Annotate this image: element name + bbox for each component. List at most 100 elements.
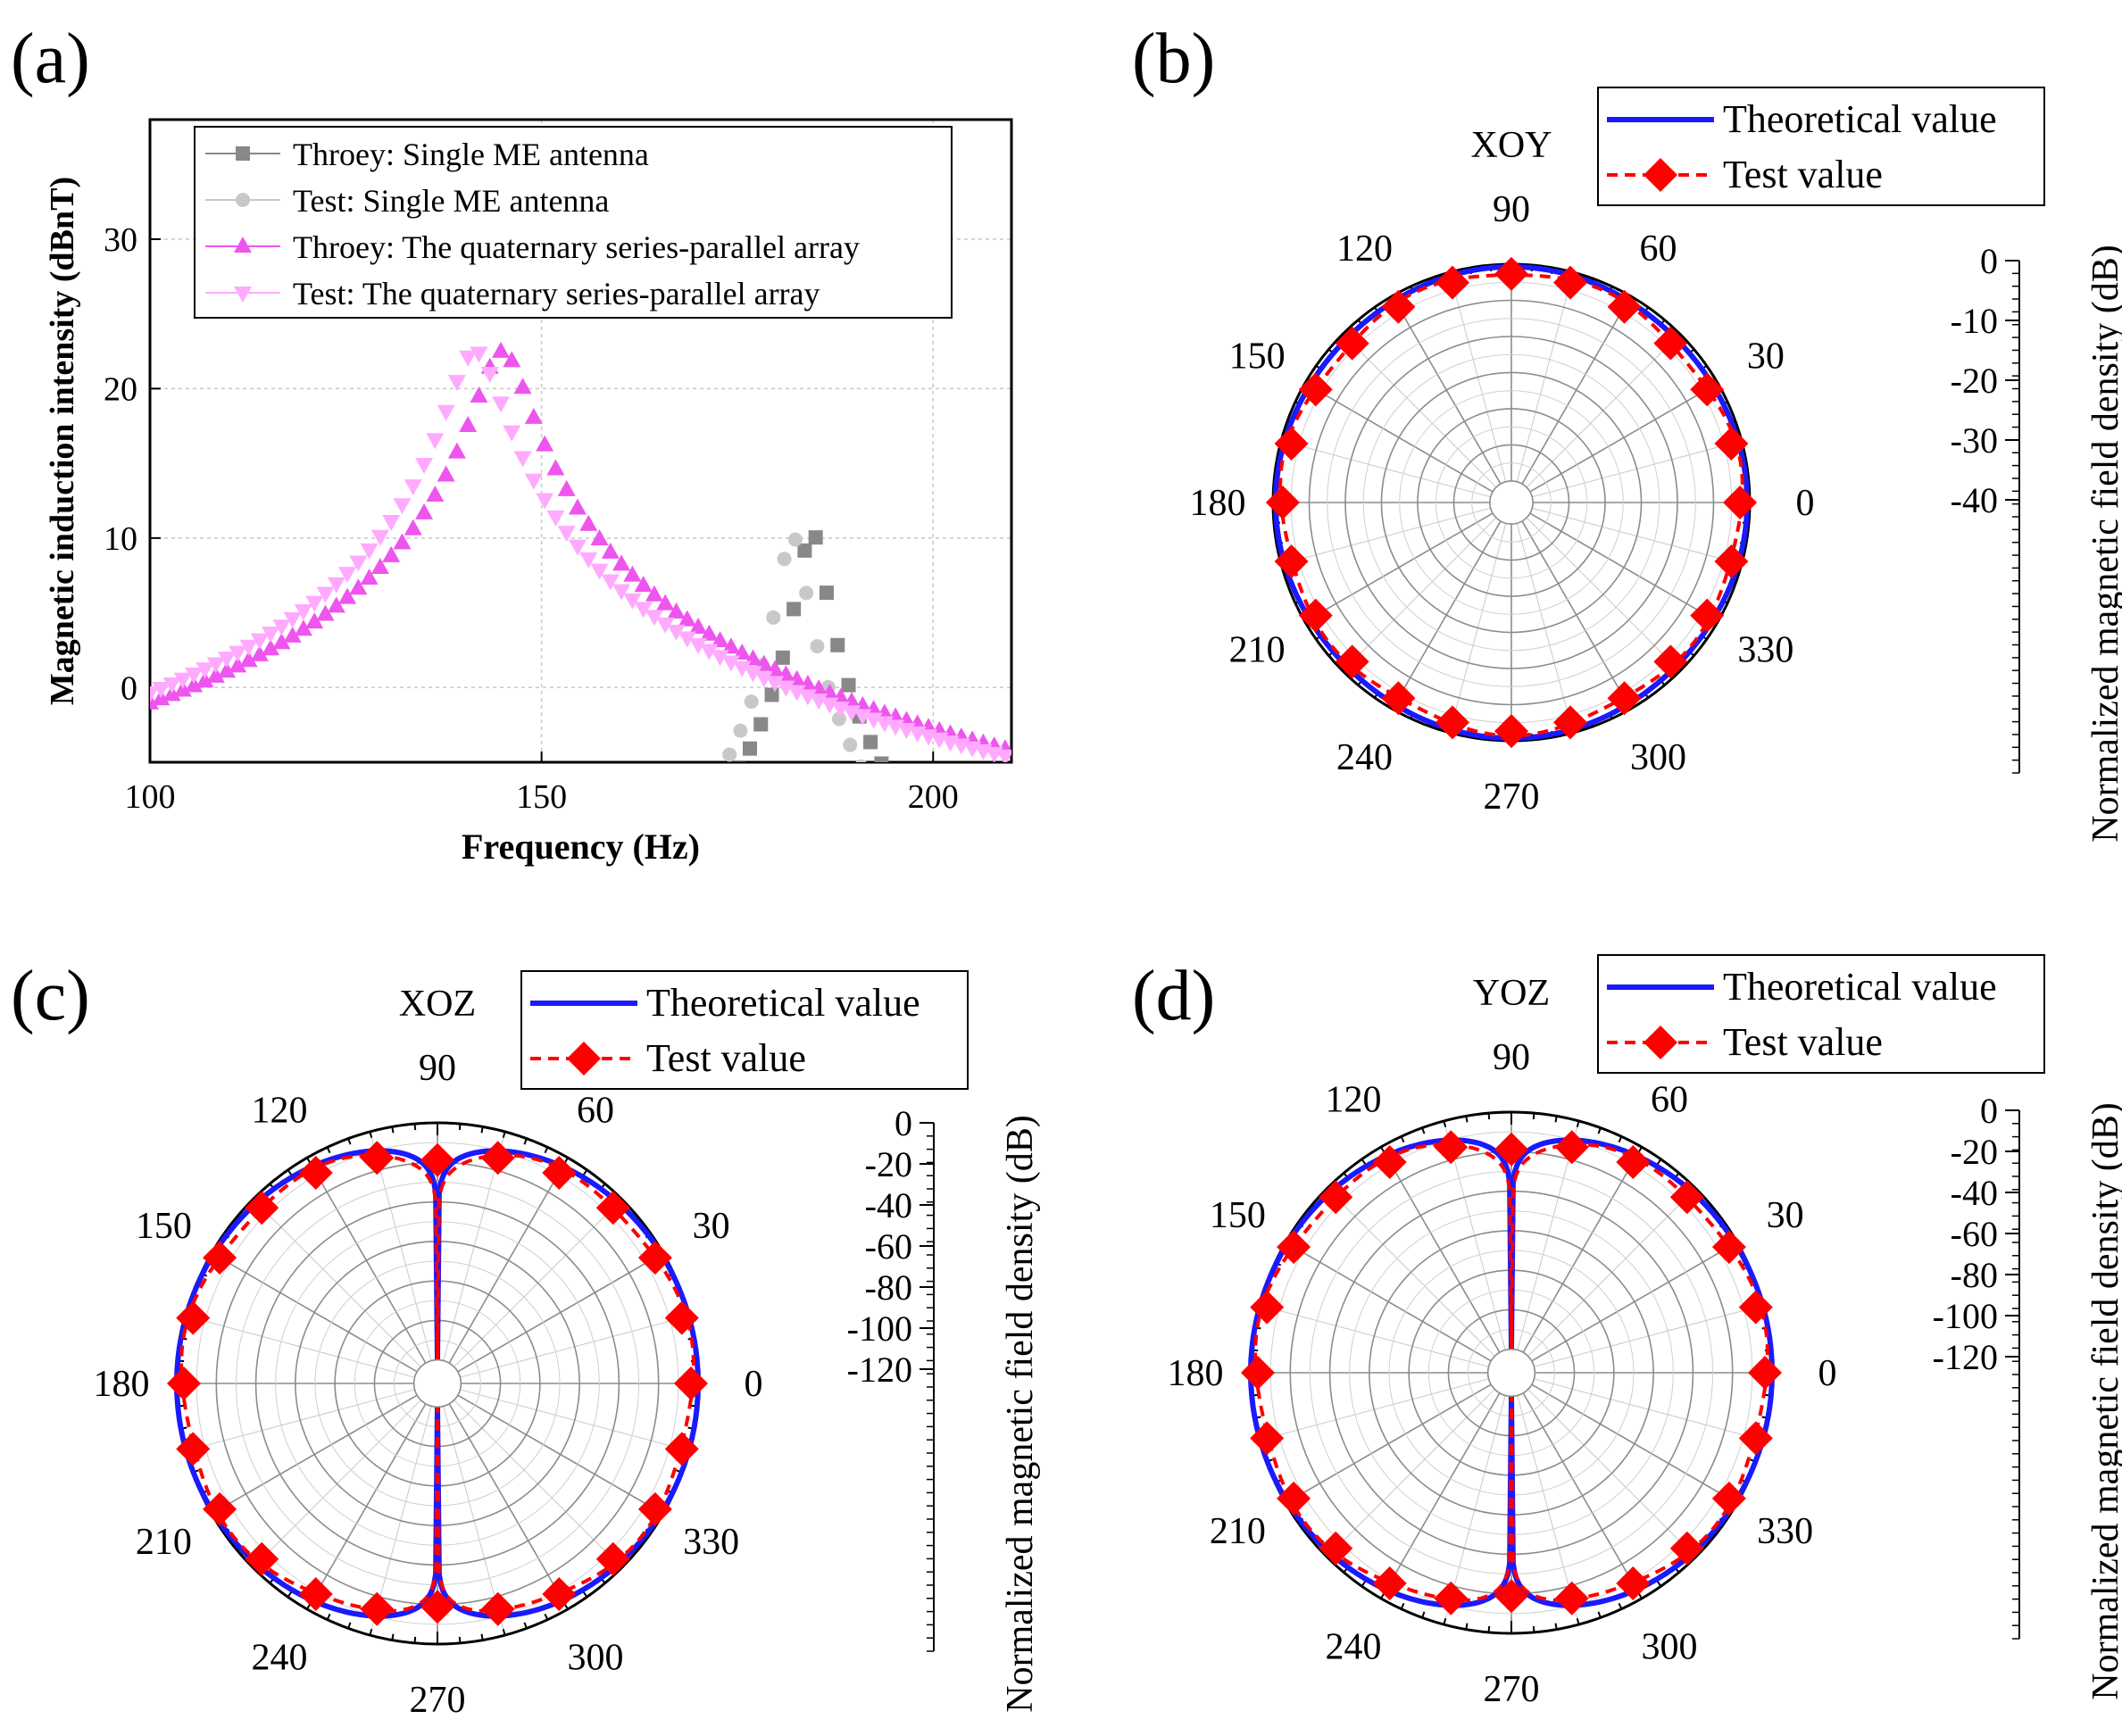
data-point <box>678 631 696 648</box>
angle-tick-label: 0 <box>1796 483 1815 524</box>
legend-test-label: Test value <box>646 1036 806 1080</box>
data-point <box>787 532 803 547</box>
data-point <box>786 602 802 617</box>
data-point <box>437 404 455 421</box>
test-point <box>1494 256 1528 291</box>
data-point <box>568 498 587 515</box>
data-point <box>744 694 759 710</box>
data-point <box>459 350 478 367</box>
data-point <box>754 671 773 688</box>
data-point <box>863 735 878 750</box>
r-axis-tick-label: 0 <box>895 1103 912 1143</box>
data-point <box>250 633 269 650</box>
data-point <box>995 749 1011 762</box>
grid-ring <box>1399 390 1624 615</box>
legend-theoretical-label: Theoretical value <box>1723 965 1997 1009</box>
test-point <box>1607 681 1642 716</box>
angle-tick <box>391 1126 395 1134</box>
panel-a-chart: 100 150 200 0 10 20 30 Frequency (Hz) Magnetic i… <box>44 118 1013 867</box>
test-point <box>1298 598 1333 633</box>
angle-tick <box>1361 1159 1367 1166</box>
data-point <box>294 603 312 620</box>
data-point <box>700 644 719 660</box>
data-point <box>524 473 543 490</box>
angle-tick-label: 210 <box>1210 1511 1266 1552</box>
test-point <box>1554 1581 1589 1616</box>
angle-tick-label: 240 <box>1326 1627 1382 1668</box>
data-point <box>744 666 762 683</box>
test-point <box>360 1141 395 1175</box>
test-point <box>1372 1144 1407 1179</box>
data-point <box>349 555 368 572</box>
data-point <box>229 656 247 673</box>
panel-d-polar-chart: 0306090120150180210240270300330YOZ0-20-4… <box>1168 954 2122 1710</box>
legend-box <box>1597 87 2045 206</box>
test-point <box>167 1366 201 1400</box>
data-point <box>236 146 250 161</box>
angle-tick-label: 240 <box>252 1638 308 1679</box>
data-point <box>426 486 445 503</box>
data-point <box>503 351 521 368</box>
r-axis-tick-label: -80 <box>1951 1255 1998 1295</box>
test-point <box>203 1491 237 1526</box>
data-point <box>480 367 499 384</box>
grid-ring <box>1380 371 1643 634</box>
angle-tick-label: 30 <box>693 1206 730 1247</box>
data-point <box>601 574 620 591</box>
test-point <box>637 1241 672 1275</box>
angle-tick <box>369 1629 373 1636</box>
data-point <box>711 650 729 667</box>
data-point <box>229 645 247 662</box>
panel-c-label: (c) <box>11 957 90 1035</box>
data-point <box>283 611 302 628</box>
data-point <box>753 717 769 732</box>
angle-tick-label: 150 <box>136 1206 192 1247</box>
y-tick-label: 0 <box>121 669 137 707</box>
test-point <box>1711 1230 1746 1265</box>
r-axis-title: Normalized magnetic field density (dB) <box>2085 1102 2122 1699</box>
data-point <box>678 610 696 627</box>
legend-theoretical-label: Theoretical value <box>646 981 920 1025</box>
data-point <box>645 610 663 627</box>
test-point <box>637 1491 672 1526</box>
angle-tick-label: 60 <box>1651 1079 1688 1120</box>
plane-title: XOZ <box>399 984 476 1025</box>
angle-tick-label: 270 <box>410 1680 466 1721</box>
data-point <box>327 577 345 594</box>
angle-tick-label: 150 <box>1210 1195 1266 1236</box>
panel-d-label: (d) <box>1132 957 1215 1035</box>
data-point <box>700 624 719 641</box>
test-point <box>245 1191 279 1225</box>
data-point <box>196 662 214 679</box>
angle-tick <box>582 1169 588 1176</box>
data-point <box>338 567 357 584</box>
test-point <box>1381 681 1416 716</box>
test-point <box>1554 1130 1589 1165</box>
legend-label: Test: Single ME antenna <box>293 183 609 219</box>
angle-tick <box>413 1124 417 1131</box>
data-point <box>206 666 225 683</box>
data-point <box>447 375 466 392</box>
data-point <box>766 610 781 625</box>
test-point <box>595 1191 630 1225</box>
grid-ring <box>1452 444 1570 561</box>
test-point <box>298 1155 333 1190</box>
test-point <box>674 1366 708 1400</box>
data-point <box>731 761 746 762</box>
data-point <box>590 529 609 546</box>
data-point <box>349 578 368 595</box>
test-point <box>1241 1356 1275 1390</box>
angle-tick-label: 150 <box>1229 336 1286 378</box>
grid-ring <box>1471 462 1552 543</box>
angle-tick <box>458 1636 462 1643</box>
data-point <box>234 237 252 253</box>
data-point <box>546 459 565 476</box>
test-point <box>1319 1180 1353 1215</box>
test-point <box>420 1590 454 1624</box>
angle-tick <box>326 1613 331 1621</box>
test-point <box>176 1300 211 1335</box>
r-axis-tick-label: -40 <box>1951 1173 1998 1213</box>
grid-ring <box>1362 353 1660 652</box>
data-point <box>470 386 488 403</box>
test-point <box>1494 1579 1528 1614</box>
